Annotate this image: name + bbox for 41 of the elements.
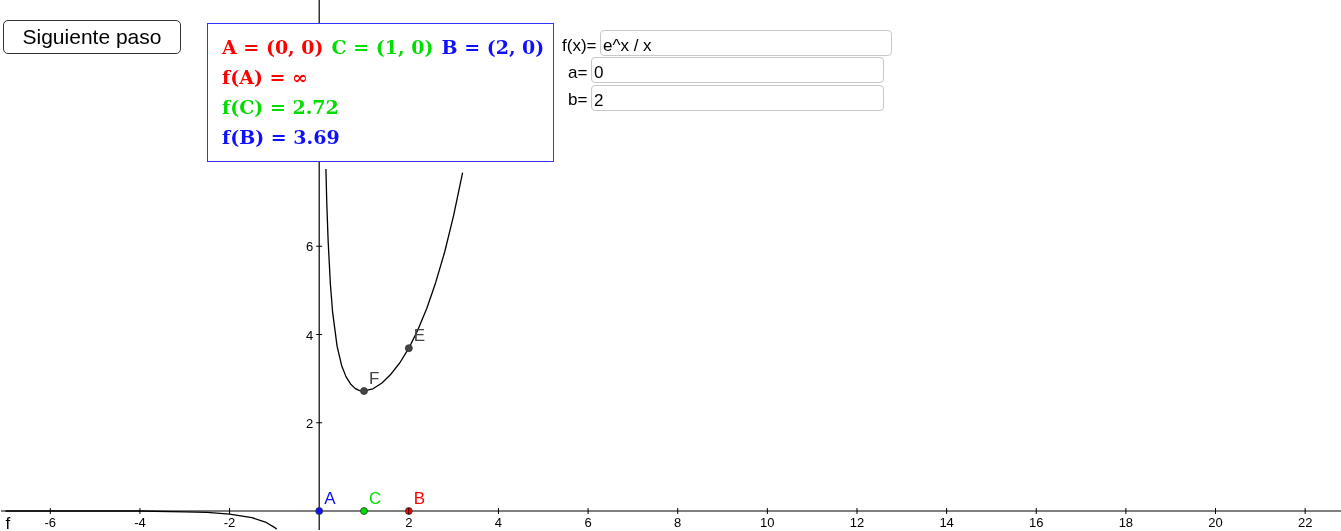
point bbox=[404, 344, 413, 353]
x-tick-label: 2 bbox=[405, 515, 413, 531]
annotation: A = (0, 0) bbox=[222, 36, 324, 58]
x-tick-label: 14 bbox=[939, 515, 954, 531]
text-field: 0 bbox=[591, 57, 884, 83]
x-tick-label: 16 bbox=[1029, 515, 1044, 531]
x-tick-label: 8 bbox=[674, 515, 682, 531]
x-tick-label: -6 bbox=[44, 515, 57, 531]
y-tick-label: 6 bbox=[305, 239, 314, 255]
text-field: e^x / x bbox=[600, 30, 892, 56]
series-label: E bbox=[413, 326, 426, 346]
annotation: f(B) = 3.69 bbox=[222, 125, 341, 150]
y-tick-label: 2 bbox=[305, 415, 314, 431]
series-label: A bbox=[324, 489, 337, 509]
annotation: a= bbox=[568, 63, 588, 83]
annotation: b= bbox=[568, 90, 588, 110]
series-label: F bbox=[369, 368, 380, 388]
point bbox=[404, 507, 413, 515]
annotation: f(C) = 2.72 bbox=[222, 95, 340, 120]
text-field: 2 bbox=[591, 85, 884, 111]
series-label: C bbox=[369, 489, 382, 509]
x-tick-label: 10 bbox=[760, 515, 775, 531]
annotation: f(x)= bbox=[562, 36, 597, 56]
x-tick-label: 18 bbox=[1118, 515, 1134, 531]
x-tick-label: -4 bbox=[134, 515, 146, 531]
point bbox=[360, 507, 368, 515]
x-tick-label: -2 bbox=[223, 515, 236, 531]
point bbox=[315, 507, 324, 515]
annotation: B = (2, 0) bbox=[441, 36, 545, 58]
point bbox=[360, 387, 368, 395]
annotation: f(A) = ∞ bbox=[222, 65, 309, 90]
x-tick-label: 22 bbox=[1297, 515, 1313, 531]
annotation: C = (1, 0) bbox=[331, 36, 434, 58]
x-tick-label: 4 bbox=[494, 515, 503, 531]
x-tick-label: 6 bbox=[584, 515, 592, 531]
x-tick-label: 20 bbox=[1208, 515, 1223, 531]
button: Siguiente paso bbox=[3, 20, 181, 54]
y-tick-label: 4 bbox=[305, 327, 314, 343]
series-label: B bbox=[413, 489, 426, 509]
x-tick-label: 12 bbox=[849, 515, 865, 531]
series-label: f bbox=[5, 514, 11, 531]
